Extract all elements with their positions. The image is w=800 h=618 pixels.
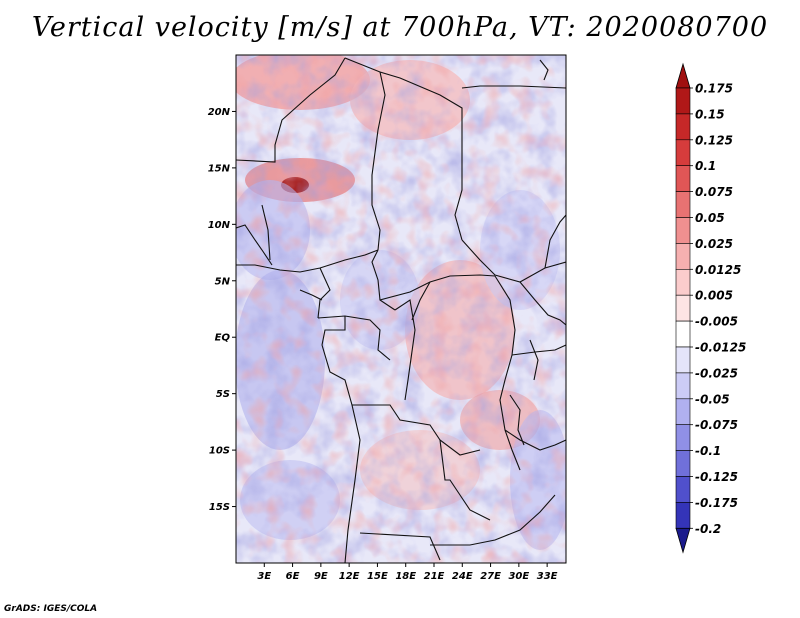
colorbar-segment — [675, 502, 691, 529]
lon-tick-label: 18E — [395, 571, 416, 582]
border-line — [261, 204, 271, 261]
border-line — [511, 344, 566, 356]
lon-tick-label: 33E — [537, 571, 558, 582]
colorbar-segment — [675, 165, 691, 192]
lat-tick-label: 10S — [209, 446, 230, 457]
colorbar-segment — [675, 424, 691, 451]
border-line — [317, 267, 331, 319]
lon-tick-label: 24E — [452, 571, 473, 582]
lat-tick-label: 20N — [208, 107, 231, 118]
colorbar-segment — [675, 294, 691, 322]
lon-tick-label: 12E — [339, 571, 360, 582]
border-line — [439, 439, 491, 521]
colorbar-segment — [675, 268, 691, 296]
colorbar-top-arrow — [675, 62, 691, 89]
border-line — [352, 404, 481, 456]
colorbar-bottom-arrow — [675, 527, 691, 554]
field-texture — [236, 55, 566, 563]
colorbar-label: -0.005 — [695, 315, 738, 329]
colorbar-label: 0.05 — [695, 211, 725, 225]
border-line — [519, 281, 566, 326]
colorbar-segment — [675, 476, 691, 503]
border-line — [299, 289, 323, 301]
border-line — [430, 494, 556, 546]
border-line — [529, 339, 539, 381]
map-frame — [235, 54, 567, 564]
colorbar-segment — [675, 217, 691, 244]
colorbar-label: -0.025 — [695, 366, 738, 380]
border-line — [317, 315, 391, 361]
border-line — [321, 344, 361, 563]
colorbar-segment — [675, 346, 691, 374]
lat-tick-label: 5S — [216, 389, 230, 400]
colorbar-segment — [675, 113, 691, 141]
border-line — [544, 214, 566, 269]
velocity-field — [236, 55, 566, 563]
colorbar: 0.175 0.15 0.125 0.1 0.075 0.05 0.025 0.0125 0.0… — [675, 62, 746, 554]
colorbar-label: -0.2 — [695, 522, 721, 536]
country-borders — [236, 57, 566, 563]
lon-tick-label: 30E — [508, 571, 529, 582]
border-line — [321, 316, 346, 346]
border-line — [236, 224, 273, 266]
border-line — [371, 71, 386, 251]
longitude-axis: 3E 6E 9E 12E 15E 18E 21E 24E 27E 30E 33E — [257, 563, 558, 582]
colorbar-label: 0.0125 — [695, 263, 741, 277]
lat-tick-label: 15N — [208, 163, 231, 174]
border-line — [411, 281, 431, 321]
border-line — [379, 274, 496, 301]
colorbar-segment — [675, 450, 691, 477]
colorbar-segment — [675, 398, 691, 425]
lon-tick-label: 9E — [314, 571, 328, 582]
colorbar-label: -0.05 — [695, 392, 730, 406]
colorbar-segment — [675, 243, 691, 270]
border-line — [344, 57, 463, 241]
colorbar-label: 0.1 — [695, 159, 716, 173]
colorbar-label: 0.125 — [695, 133, 733, 147]
colorbar-label: 0.025 — [695, 237, 733, 251]
border-line — [494, 275, 521, 471]
colorbar-segment — [675, 87, 691, 115]
colorbar-segment — [675, 372, 691, 400]
lat-tick-label: 10N — [208, 220, 231, 231]
colorbar-label: -0.1 — [695, 444, 721, 458]
lat-tick-label: 15S — [209, 502, 230, 513]
colorbar-segment — [675, 139, 691, 167]
colorbar-label: -0.0125 — [695, 341, 746, 355]
colorbar-label: -0.175 — [695, 496, 738, 510]
lat-tick-label: EQ — [215, 333, 231, 344]
border-line — [504, 429, 566, 451]
colorbar-label: -0.075 — [695, 418, 738, 432]
lon-tick-label: 15E — [367, 571, 388, 582]
lon-tick-label: 3E — [257, 571, 271, 582]
border-line — [461, 239, 566, 283]
border-line — [236, 249, 379, 273]
border-line — [461, 85, 566, 89]
colorbar-label: 0.175 — [695, 82, 733, 96]
border-line — [509, 394, 525, 446]
colorbar-label: 0.075 — [695, 185, 733, 199]
border-line — [371, 249, 396, 311]
lon-tick-label: 21E — [424, 571, 445, 582]
colorbar-label: 0.15 — [695, 107, 725, 121]
colorbar-label: -0.125 — [695, 470, 738, 484]
border-line — [236, 57, 346, 163]
map-title: Vertical velocity [m/s] at 700hPa, VT: 2… — [31, 12, 769, 43]
border-line — [394, 299, 416, 401]
grads-credit: GrADS: IGES/COLA — [4, 604, 98, 614]
colorbar-segment — [675, 191, 691, 218]
colorbar-label: 0.005 — [695, 289, 733, 303]
border-line — [359, 532, 441, 561]
lon-tick-label: 6E — [286, 571, 300, 582]
colorbar-segment — [675, 320, 691, 348]
border-line — [539, 59, 549, 81]
lat-tick-label: 5N — [215, 276, 231, 287]
latitude-axis: 20N 15N 10N 5N EQ 5S 10S 15S — [208, 107, 236, 513]
lon-tick-label: 27E — [480, 571, 501, 582]
